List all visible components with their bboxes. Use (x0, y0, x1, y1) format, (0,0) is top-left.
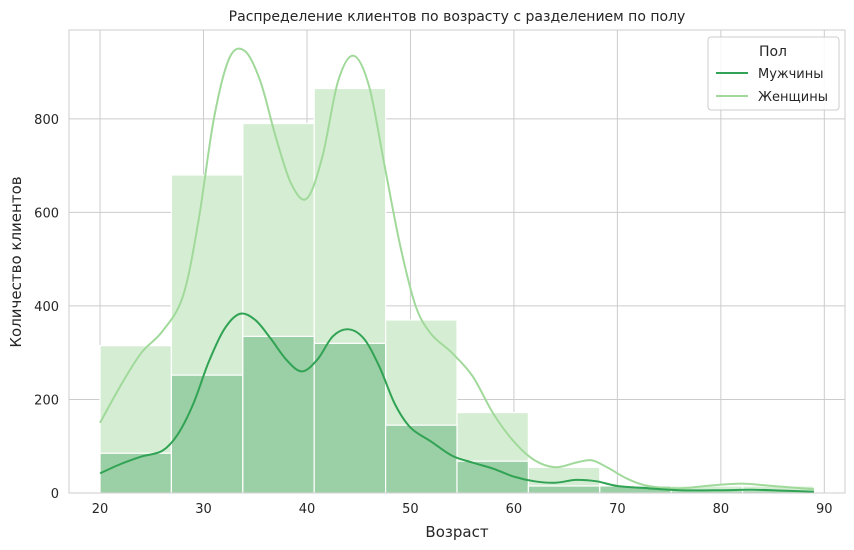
kde-curves (99, 47, 815, 493)
legend-title: Пол (759, 44, 787, 60)
x-tick-label-5: 70 (609, 502, 626, 517)
legend-label-men: Мужчины (758, 67, 824, 82)
x-tick-label-0: 20 (92, 502, 109, 517)
x-tick-label-7: 90 (816, 502, 833, 517)
y-tick-label-2: 400 (34, 300, 59, 315)
y-tick-label-4: 800 (34, 113, 59, 128)
bar-men-1 (170, 374, 244, 494)
y-axis-label: Количество клиентов (7, 176, 25, 347)
x-tick-label-6: 80 (713, 502, 730, 517)
y-tick-label-0: 0 (51, 487, 59, 502)
x-tick-label-1: 30 (195, 502, 212, 517)
x-tick-label-2: 40 (299, 502, 316, 517)
bar-men-3 (313, 342, 387, 494)
plot-frame (68, 29, 846, 494)
x-tick-label-4: 60 (506, 502, 523, 517)
y-tick-label-3: 600 (34, 206, 59, 221)
bar-men-2 (242, 335, 315, 494)
bar-men-6 (527, 485, 601, 494)
kde-line-women (99, 47, 815, 491)
bar-men-0 (99, 452, 173, 494)
x-axis-label: Возраст (425, 523, 488, 541)
histogram-bars (99, 87, 815, 494)
y-tick-label-1: 200 (34, 393, 59, 408)
chart-title: Распределение клиентов по возрасту с раз… (229, 9, 686, 25)
y-tick-labels: 0 200 400 600 800 (34, 113, 59, 502)
x-tick-label-3: 50 (402, 502, 419, 517)
kde-line-men (99, 312, 814, 493)
legend: Пол Мужчины Женщины (707, 36, 840, 111)
legend-box (707, 36, 840, 111)
x-tick-labels: 20 30 40 50 60 70 80 90 (92, 502, 833, 517)
legend-label-women: Женщины (758, 90, 828, 105)
